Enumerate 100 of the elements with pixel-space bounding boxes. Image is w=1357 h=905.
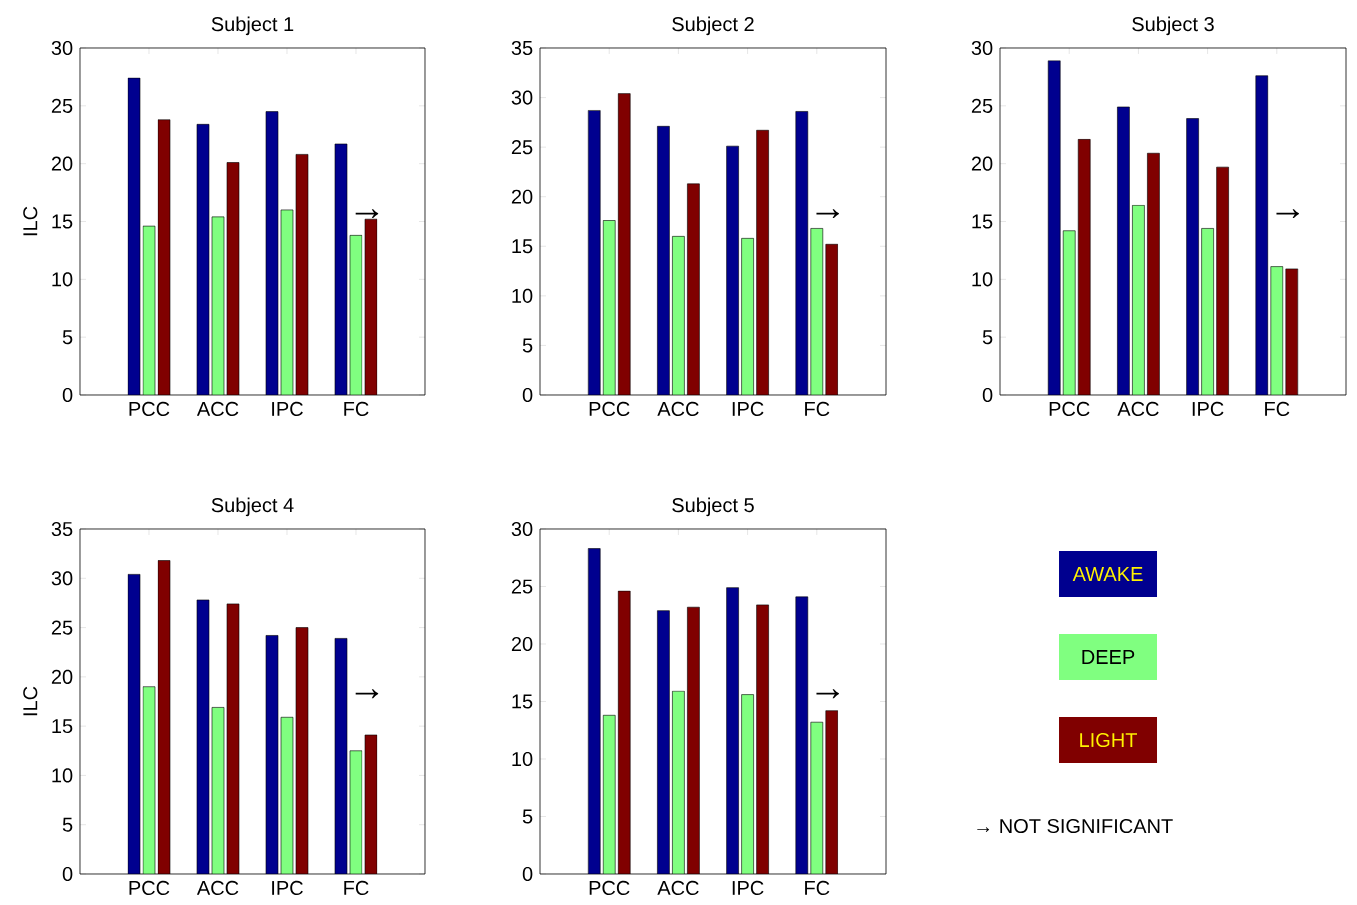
x-tick-label: FC	[805, 880, 830, 896]
y-tick-label: 25	[511, 579, 533, 594]
text: AWAKE	[1072, 567, 1143, 581]
y-tick-label: 25	[511, 140, 533, 155]
y-tick-label: 35	[51, 521, 73, 537]
x-tick-label: IPC	[732, 880, 764, 896]
x-tick-label: ACC	[657, 401, 699, 417]
y-tick-label: 15	[972, 214, 993, 229]
x-tick-label: PCC	[129, 880, 170, 896]
bar	[741, 238, 754, 395]
bar	[617, 93, 631, 395]
x-tick-label: ACC	[1117, 401, 1159, 417]
y-tick-label: 30	[511, 90, 533, 105]
bar	[1047, 60, 1061, 395]
bar	[1147, 152, 1160, 395]
bar	[1270, 266, 1284, 395]
bar	[657, 610, 670, 874]
y-tick-label: 20	[971, 156, 993, 171]
x-tick-label: FC	[344, 401, 369, 417]
y-tick-label: 20	[511, 189, 533, 204]
bar	[1186, 118, 1199, 395]
y-tick-label: 0	[62, 866, 73, 882]
annotation: →	[1276, 209, 1299, 219]
bar	[602, 715, 616, 874]
x-tick-label: FC	[1265, 401, 1290, 417]
text: DEEP	[1082, 650, 1135, 664]
text: → NOT SIGNIFICANT	[977, 818, 1173, 834]
y-tick-label: 0	[522, 866, 533, 882]
chart-title: Subject 5	[672, 497, 754, 517]
y-tick-label: 25	[51, 98, 73, 113]
bar	[657, 126, 670, 395]
y-tick-label: 5	[62, 817, 73, 832]
chart-title: Subject 3	[1132, 16, 1214, 36]
y-tick-label: 15	[512, 694, 533, 709]
x-tick-label: PCC	[1049, 401, 1090, 417]
y-tick-label: 30	[511, 521, 533, 537]
x-tick-label: IPC	[272, 401, 303, 417]
bar	[1062, 230, 1076, 395]
y-tick-label: 30	[971, 40, 993, 56]
x-tick-label: IPC	[732, 401, 764, 417]
bar	[1216, 166, 1229, 395]
x-tick-label: PCC	[129, 401, 170, 417]
bar	[1201, 228, 1214, 395]
y-tick-label: 35	[511, 40, 533, 56]
y-tick-label: 10	[52, 768, 73, 783]
bar	[726, 587, 739, 874]
y-tick-label: 30	[51, 571, 73, 586]
bar	[810, 721, 824, 874]
x-tick-label: ACC	[196, 401, 239, 417]
y-tick-label: 5	[62, 330, 73, 345]
x-tick-label: IPC	[272, 880, 303, 896]
y-tick-label: 0	[982, 387, 993, 403]
y-tick-label: 5	[982, 330, 993, 345]
bar	[587, 110, 601, 395]
bar	[672, 690, 685, 874]
chart-title: Subject 1	[211, 16, 294, 36]
bar	[1255, 75, 1269, 395]
y-tick-label: 10	[512, 288, 533, 303]
bar	[602, 220, 616, 395]
bar	[687, 183, 700, 395]
bar	[1132, 205, 1145, 395]
text: LIGHT	[1080, 732, 1138, 748]
y-tick-label: 10	[52, 272, 73, 287]
annotation: →	[816, 689, 839, 699]
y-tick-label: 5	[522, 809, 533, 824]
x-tick-label: FC	[344, 880, 369, 896]
y-tick-label: 20	[511, 636, 533, 652]
chart-title: Subject 4	[211, 497, 294, 517]
bar	[741, 694, 754, 874]
y-tick-label: 10	[512, 751, 533, 767]
y-axis-title: ILC	[23, 686, 38, 716]
x-tick-label: FC	[805, 401, 830, 417]
y-tick-label: 25	[971, 98, 993, 113]
x-tick-label: ACC	[657, 880, 699, 896]
y-tick-label: 25	[51, 620, 73, 635]
y-tick-label: 15	[52, 719, 73, 734]
bar	[825, 244, 839, 395]
y-tick-label: 5	[522, 338, 533, 353]
bar	[587, 548, 601, 874]
annotation: →	[816, 209, 839, 219]
annotation: →	[355, 209, 379, 219]
annotation: →	[355, 689, 379, 699]
bar	[1285, 268, 1299, 395]
x-tick-label: ACC	[196, 880, 239, 896]
bar	[810, 228, 824, 395]
y-tick-label: 15	[52, 214, 73, 229]
bar	[795, 111, 809, 395]
y-tick-label: 20	[51, 156, 73, 171]
chart-title: Subject 2	[672, 16, 754, 36]
y-tick-label: 0	[522, 387, 533, 403]
y-tick-label: 10	[972, 272, 993, 287]
bar	[1117, 106, 1130, 395]
y-axis-title: ILC	[23, 206, 38, 236]
bar	[1077, 139, 1091, 395]
x-tick-label: PCC	[589, 880, 630, 896]
bar	[672, 236, 685, 395]
bar	[795, 596, 809, 874]
bar	[726, 145, 739, 395]
y-tick-label: 20	[51, 669, 73, 684]
y-tick-label: 15	[512, 239, 533, 254]
